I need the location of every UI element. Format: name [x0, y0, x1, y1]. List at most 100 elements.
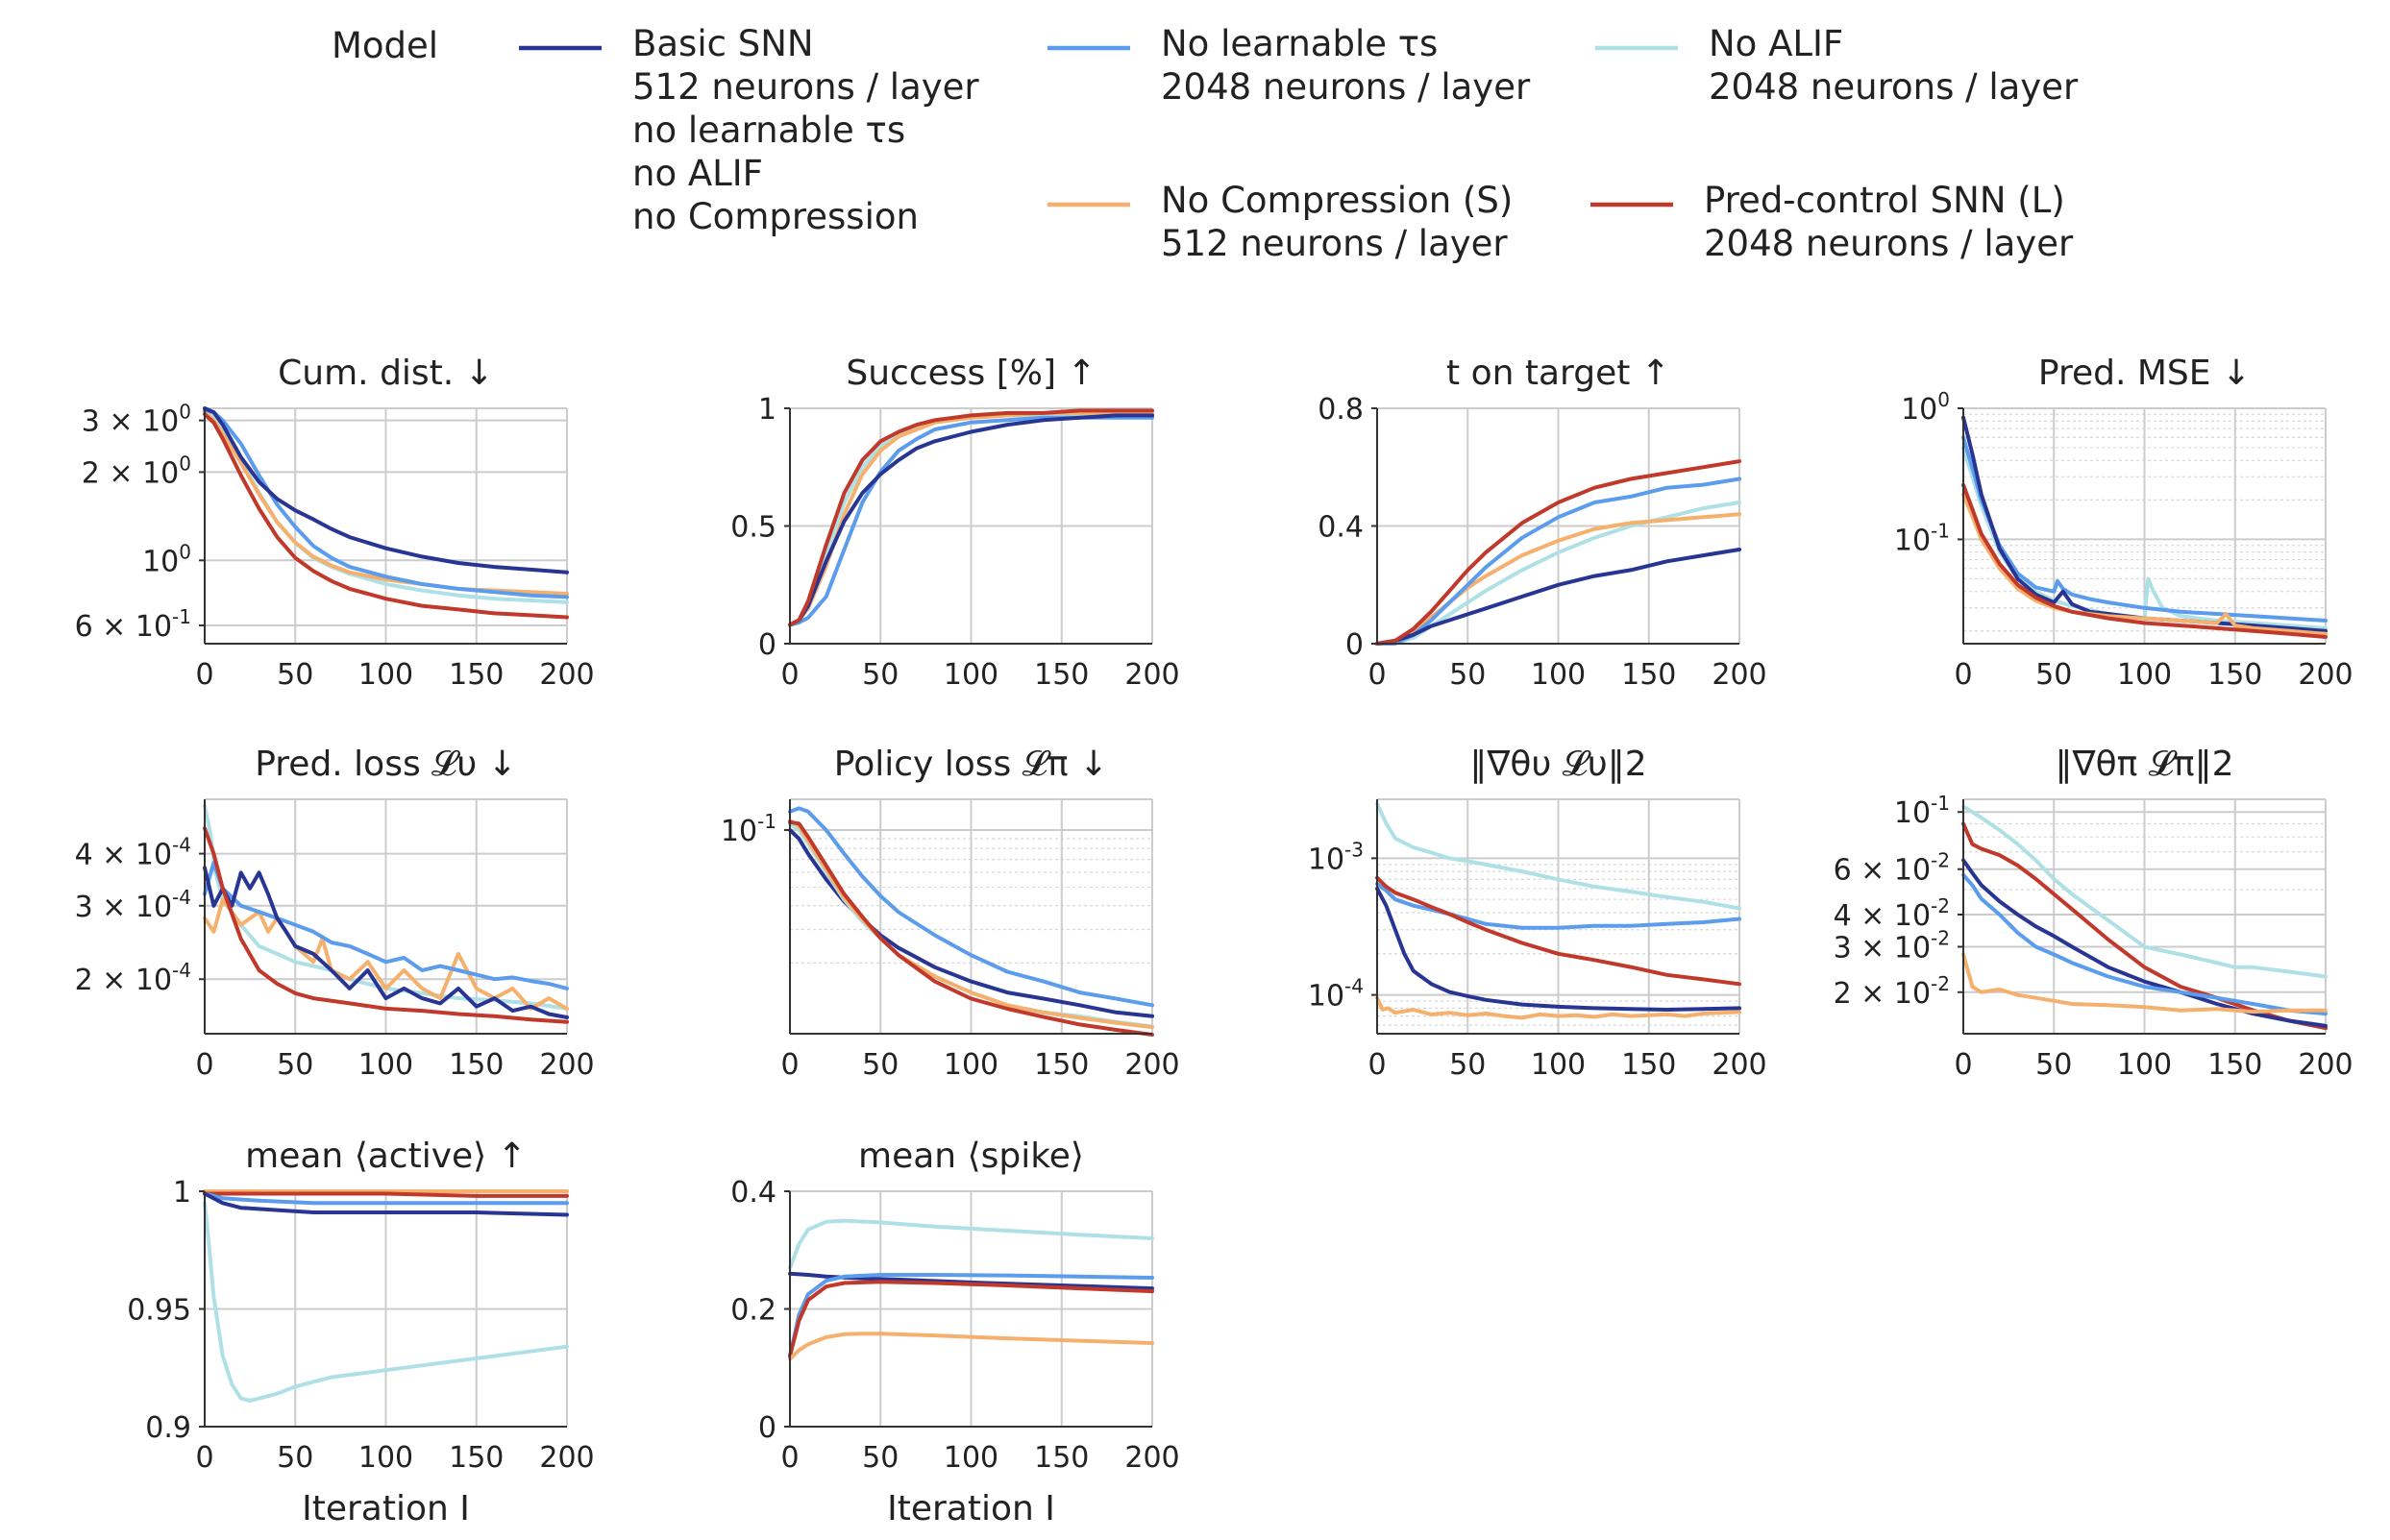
panel-title: ‖∇θυ 𝓛υ‖2 — [1469, 745, 1646, 784]
series-line-nocomp — [1961, 952, 2328, 1014]
panel-title: ‖∇θπ 𝓛π‖2 — [2056, 745, 2234, 784]
x-tick-label: 0 — [195, 658, 213, 692]
x-tick-label: 200 — [1124, 1048, 1179, 1082]
x-tick-label: 0 — [1954, 1048, 1972, 1082]
x-tick-label: 100 — [2117, 1048, 2172, 1082]
panel-title: Cum. dist. ↓ — [278, 354, 494, 393]
x-tick-label: 50 — [862, 1441, 899, 1475]
series-line-basic — [788, 1271, 1154, 1291]
x-tick-label: 0 — [1367, 658, 1386, 692]
panel-title: t on target ↑ — [1446, 354, 1670, 393]
x-tick-label: 50 — [277, 1441, 313, 1475]
x-tick-label: 150 — [1034, 658, 1089, 692]
panel-success: 0 50 100 150 200 0 0.5 1 Success [%] ↑ — [730, 354, 1179, 692]
legend-entry-pred: Pred-control SNN (L)2048 neurons / layer — [1590, 180, 2074, 264]
x-tick-label: 0 — [780, 658, 799, 692]
panel-predmse: 0 50 100 150 200 100 10-1 Pred. MSE ↓ — [1894, 354, 2353, 692]
y-tick-label: 3 × 10-4 — [75, 886, 191, 924]
y-tick-label: 2 × 10-2 — [1834, 972, 1950, 1011]
y-tick-label: 0.8 — [1318, 393, 1364, 427]
series-line-nolearn — [788, 1273, 1154, 1358]
x-tick-label: 150 — [2207, 1048, 2262, 1082]
legend-label-noalif: 2048 neurons / layer — [1709, 66, 2079, 108]
series-line-nocomp — [1375, 512, 1741, 646]
series-line-pred — [203, 412, 569, 620]
x-tick-label: 150 — [1034, 1441, 1089, 1475]
y-tick-label: 3 × 100 — [82, 401, 191, 439]
series-line-basic — [1375, 886, 1741, 1012]
y-tick-label: 1 — [173, 1176, 191, 1210]
series-line-nolearn — [203, 861, 569, 990]
x-tick-label: 200 — [1124, 658, 1179, 692]
y-tick-label: 0 — [758, 1411, 776, 1445]
panel-spike: 0 50 100 150 200 0 0.2 0.4 mean ⟨spike⟩ Iteration… — [730, 1137, 1179, 1528]
x-tick-label: 100 — [358, 1048, 413, 1082]
legend-label-basic: 512 neurons / layer — [632, 66, 979, 108]
y-tick-label: 4 × 10-2 — [1834, 894, 1950, 933]
x-tick-label: 100 — [1531, 1048, 1586, 1082]
series-line-nolearn — [1375, 882, 1741, 930]
y-tick-label: 3 × 10-2 — [1834, 927, 1950, 966]
series-line-basic — [788, 828, 1154, 1018]
legend-label-basic: no learnable τs — [632, 110, 905, 151]
series-line-nocomp — [1961, 492, 2328, 636]
y-tick-label: 6 × 10-2 — [1834, 849, 1950, 888]
legend-label-pred: Pred-control SNN (L) — [1704, 180, 2065, 221]
panel-predloss: 0 50 100 150 200 4 × 10-4 3 × 10-4 2 × 10-4 Pred… — [75, 745, 595, 1082]
legend-label-nocomp: 512 neurons / layer — [1161, 223, 1508, 264]
x-tick-label: 0 — [1954, 658, 1972, 692]
y-tick-label: 2 × 100 — [82, 452, 191, 490]
x-tick-label: 50 — [862, 658, 899, 692]
y-tick-label: 10-1 — [721, 810, 776, 848]
x-tick-label: 100 — [1531, 658, 1586, 692]
x-tick-label: 200 — [2298, 658, 2353, 692]
panel-gradv: 0 50 100 150 200 10-3 10-4 ‖∇θυ 𝓛υ‖2 — [1308, 745, 1767, 1082]
y-tick-label: 6 × 10-1 — [75, 605, 191, 644]
x-tick-label: 200 — [1712, 658, 1766, 692]
series-line-pred — [1375, 875, 1741, 987]
panel-title: Pred. MSE ↓ — [2038, 354, 2251, 393]
x-tick-label: 200 — [1124, 1441, 1179, 1475]
x-axis-label: Iteration I — [302, 1489, 470, 1528]
x-tick-label: 100 — [358, 658, 413, 692]
panel-active: 0 50 100 150 200 1 0.95 0.9 mean ⟨active⟩ ↑ Itera… — [127, 1137, 594, 1528]
series-line-pred — [788, 819, 1154, 1037]
legend-label-nocomp: No Compression (S) — [1161, 180, 1513, 221]
x-tick-label: 0 — [780, 1441, 799, 1475]
series-line-noalif — [203, 1201, 569, 1403]
series-line-noalif — [1375, 801, 1741, 911]
series-line-pred — [788, 1280, 1154, 1358]
x-tick-label: 100 — [944, 1441, 998, 1475]
series-line-basic — [203, 1191, 569, 1217]
series-line-basic — [1961, 415, 2328, 633]
panel-ontarget: 0 50 100 150 200 0 0.4 0.8 t on target ↑ — [1318, 354, 1766, 692]
panel-title: Policy loss 𝓛π ↓ — [834, 745, 1108, 784]
y-tick-label: 0.95 — [127, 1294, 191, 1328]
panel-title: Pred. loss 𝓛υ ↓ — [255, 745, 517, 784]
series-line-noalif — [1961, 804, 2328, 979]
series-line-noalif — [788, 1218, 1154, 1270]
y-tick-label: 0.4 — [1318, 511, 1364, 545]
legend-label-nolearn: No learnable τs — [1161, 23, 1438, 64]
legend-label-basic: Basic SNN — [632, 23, 814, 64]
y-tick-label: 0.2 — [730, 1294, 776, 1328]
series-line-pred — [203, 1191, 569, 1198]
series-line-nolearn — [1961, 872, 2328, 1016]
x-tick-label: 50 — [1449, 658, 1486, 692]
panel-title: mean ⟨active⟩ ↑ — [245, 1137, 527, 1176]
series-line-nolearn — [203, 408, 569, 599]
x-tick-label: 100 — [944, 658, 998, 692]
x-tick-label: 100 — [358, 1441, 413, 1475]
series-line-pred — [203, 826, 569, 1024]
x-tick-label: 100 — [944, 1048, 998, 1082]
series-line-noalif — [1375, 501, 1741, 646]
x-tick-label: 150 — [1621, 1048, 1676, 1082]
panel-title: mean ⟨spike⟩ — [858, 1137, 1084, 1176]
series-line-basic — [1375, 548, 1741, 646]
series-line-basic — [203, 406, 569, 574]
